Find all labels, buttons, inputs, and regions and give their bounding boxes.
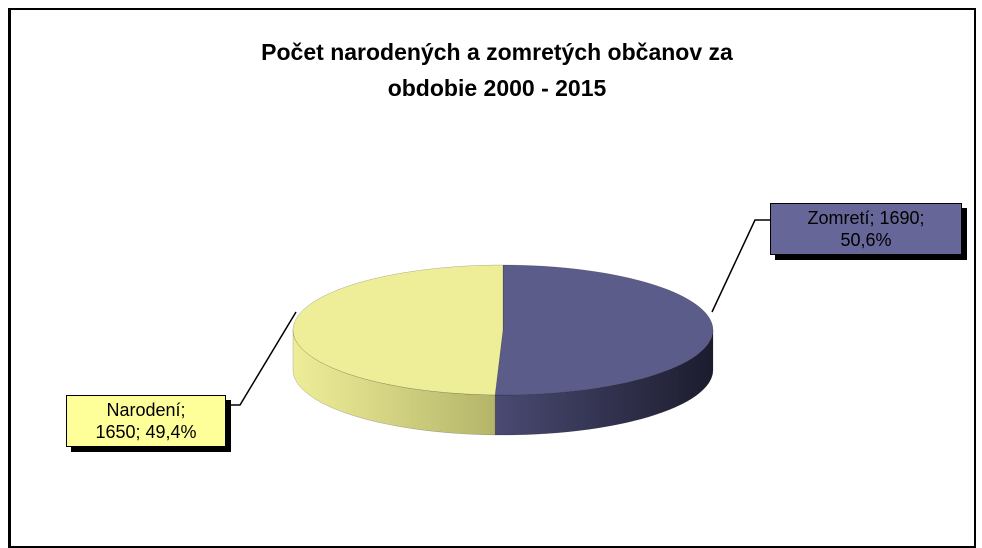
label-line: Narodení; <box>72 399 220 421</box>
label-part: ; <box>135 422 146 442</box>
label-part: ; <box>180 400 186 420</box>
label-part: ; <box>919 208 925 228</box>
pie-slice <box>292 264 504 396</box>
chart-title: Počet narodených a zomretých občanov za … <box>261 39 733 101</box>
pie-area <box>228 219 772 436</box>
label-part: Zomretí <box>807 208 870 228</box>
label-part: 1650 <box>95 422 136 442</box>
data-label: Narodení; 1650; 49,4% <box>66 395 226 447</box>
data-label: Zomretí; 1690; 50,6% <box>770 203 962 255</box>
label-part: 49,4% <box>145 422 197 442</box>
label-line: 1650; 49,4% <box>72 421 220 443</box>
label-part: Narodení <box>106 400 181 420</box>
leader-line <box>711 219 772 313</box>
label-part: ; <box>869 208 880 228</box>
chart: Počet narodených a zomretých občanov za … <box>8 8 976 548</box>
label-line: Zomretí; 1690; <box>776 207 956 229</box>
label-part: 1690 <box>879 208 920 228</box>
label-part: 50,6% <box>840 230 892 250</box>
leader-line <box>228 311 297 406</box>
pie-slice <box>494 264 714 396</box>
